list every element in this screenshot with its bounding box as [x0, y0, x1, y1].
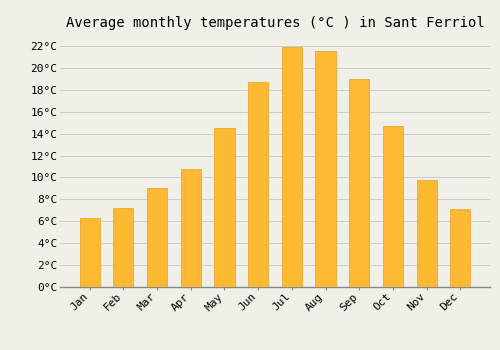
Bar [416, 180, 437, 287]
Bar [80, 218, 100, 287]
Bar [113, 208, 134, 287]
Bar [450, 209, 470, 287]
Bar [180, 169, 201, 287]
Bar [282, 47, 302, 287]
Bar [248, 82, 268, 287]
Bar [383, 126, 403, 287]
Bar [214, 128, 234, 287]
Title: Average monthly temperatures (°C ) in Sant Ferriol: Average monthly temperatures (°C ) in Sa… [66, 16, 484, 30]
Bar [349, 79, 370, 287]
Bar [316, 51, 336, 287]
Bar [147, 188, 167, 287]
